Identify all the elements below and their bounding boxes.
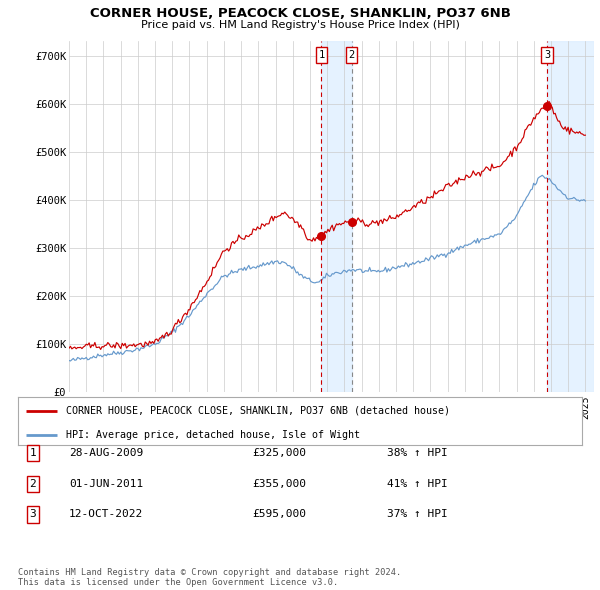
Text: CORNER HOUSE, PEACOCK CLOSE, SHANKLIN, PO37 6NB: CORNER HOUSE, PEACOCK CLOSE, SHANKLIN, P… [89, 7, 511, 20]
Text: £595,000: £595,000 [252, 510, 306, 519]
Text: 3: 3 [29, 510, 37, 519]
Text: 01-JUN-2011: 01-JUN-2011 [69, 479, 143, 489]
Text: Contains HM Land Registry data © Crown copyright and database right 2024.
This d: Contains HM Land Registry data © Crown c… [18, 568, 401, 587]
Text: 2: 2 [29, 479, 37, 489]
Text: 1: 1 [29, 448, 37, 458]
Text: 12-OCT-2022: 12-OCT-2022 [69, 510, 143, 519]
Text: 3: 3 [544, 50, 550, 60]
Text: 38% ↑ HPI: 38% ↑ HPI [387, 448, 448, 458]
Text: 37% ↑ HPI: 37% ↑ HPI [387, 510, 448, 519]
Text: £355,000: £355,000 [252, 479, 306, 489]
Text: 41% ↑ HPI: 41% ↑ HPI [387, 479, 448, 489]
Text: HPI: Average price, detached house, Isle of Wight: HPI: Average price, detached house, Isle… [66, 430, 360, 440]
Text: 28-AUG-2009: 28-AUG-2009 [69, 448, 143, 458]
Bar [322, 41, 352, 392]
Bar [547, 41, 594, 392]
Text: £325,000: £325,000 [252, 448, 306, 458]
Text: CORNER HOUSE, PEACOCK CLOSE, SHANKLIN, PO37 6NB (detached house): CORNER HOUSE, PEACOCK CLOSE, SHANKLIN, P… [66, 405, 450, 415]
Text: Price paid vs. HM Land Registry's House Price Index (HPI): Price paid vs. HM Land Registry's House … [140, 20, 460, 30]
Text: 2: 2 [349, 50, 355, 60]
Text: 1: 1 [318, 50, 325, 60]
